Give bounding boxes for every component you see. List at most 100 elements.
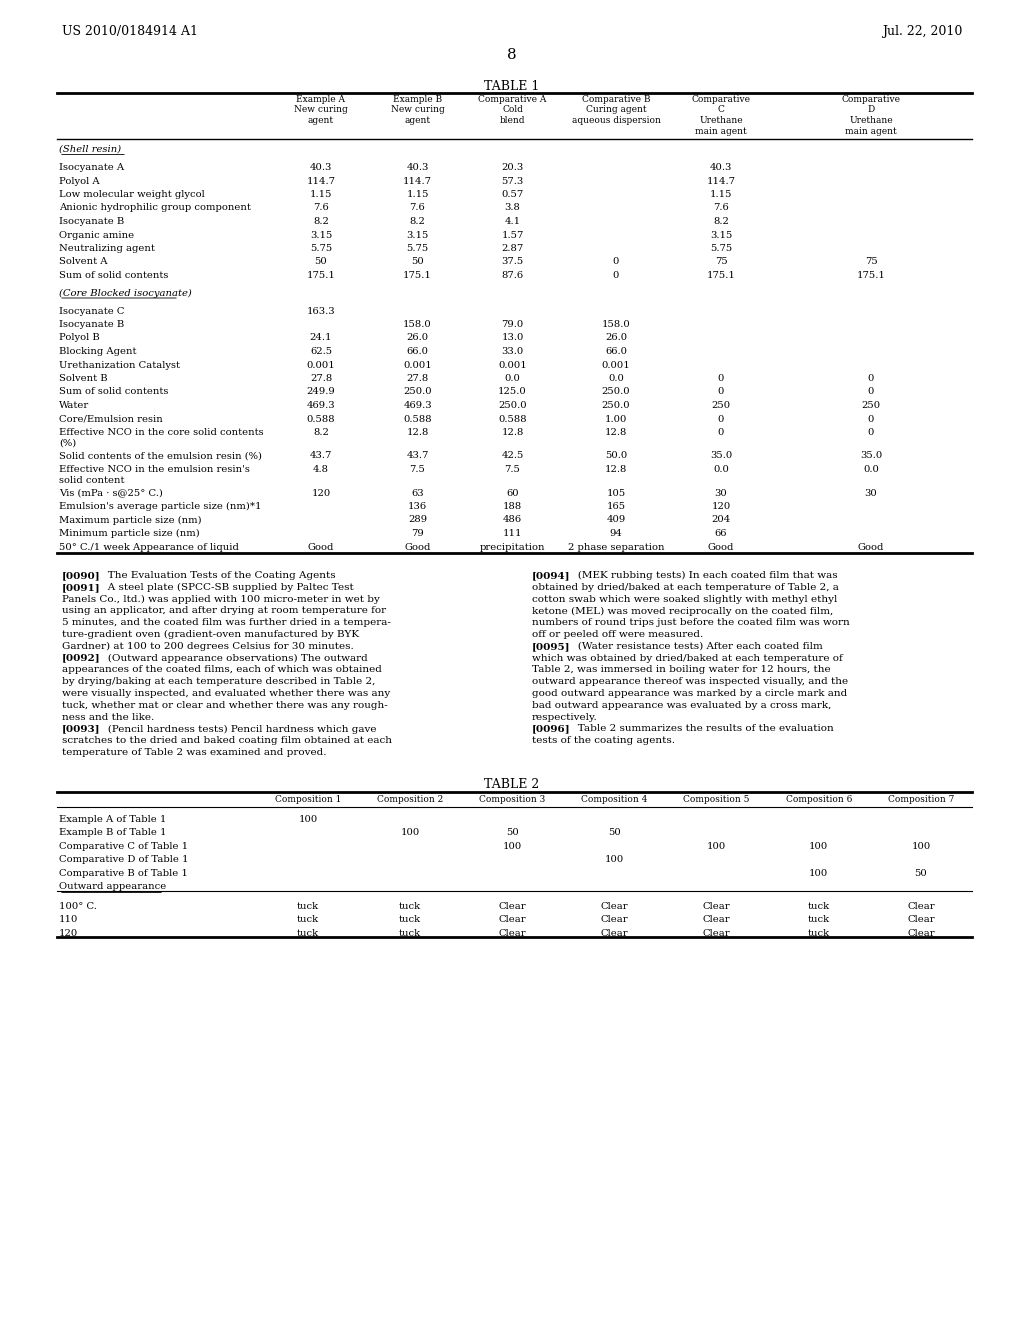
Text: Urethanization Catalyst: Urethanization Catalyst xyxy=(59,360,180,370)
Text: 35.0: 35.0 xyxy=(710,451,732,461)
Text: 43.7: 43.7 xyxy=(310,451,332,461)
Text: Isocyanate A: Isocyanate A xyxy=(59,162,124,172)
Text: Good: Good xyxy=(708,543,734,552)
Text: 1.15: 1.15 xyxy=(407,190,429,199)
Text: 409: 409 xyxy=(606,516,626,524)
Text: D: D xyxy=(867,106,874,115)
Text: 12.8: 12.8 xyxy=(502,428,523,437)
Text: Curing agent: Curing agent xyxy=(586,106,646,115)
Text: 100: 100 xyxy=(605,855,624,865)
Text: 50: 50 xyxy=(608,829,621,837)
Text: 7.6: 7.6 xyxy=(410,203,425,213)
Text: 100: 100 xyxy=(503,842,522,851)
Text: 175.1: 175.1 xyxy=(856,271,886,280)
Text: precipitation: precipitation xyxy=(480,543,545,552)
Text: 50.0: 50.0 xyxy=(605,451,627,461)
Text: 87.6: 87.6 xyxy=(502,271,523,280)
Text: Jul. 22, 2010: Jul. 22, 2010 xyxy=(882,25,962,38)
Text: Effective NCO in the core solid contents: Effective NCO in the core solid contents xyxy=(59,428,263,437)
Text: Effective NCO in the emulsion resin's: Effective NCO in the emulsion resin's xyxy=(59,465,250,474)
Text: 4.8: 4.8 xyxy=(313,465,329,474)
Text: 63: 63 xyxy=(412,488,424,498)
Text: Comparative: Comparative xyxy=(691,95,751,104)
Text: 66.0: 66.0 xyxy=(605,347,627,356)
Text: good outward appearance was marked by a circle mark and: good outward appearance was marked by a … xyxy=(532,689,847,698)
Text: Minimum particle size (nm): Minimum particle size (nm) xyxy=(59,529,200,539)
Text: 100: 100 xyxy=(707,842,726,851)
Text: agent: agent xyxy=(404,116,430,125)
Text: 469.3: 469.3 xyxy=(306,401,335,411)
Text: appearances of the coated films, each of which was obtained: appearances of the coated films, each of… xyxy=(62,665,382,675)
Text: (Pencil hardness tests) Pencil hardness which gave: (Pencil hardness tests) Pencil hardness … xyxy=(98,725,377,734)
Text: 2.87: 2.87 xyxy=(502,244,523,253)
Text: 163.3: 163.3 xyxy=(306,306,335,315)
Text: New curing: New curing xyxy=(294,106,348,115)
Text: 0: 0 xyxy=(867,428,874,437)
Text: The Evaluation Tests of the Coating Agents: The Evaluation Tests of the Coating Agen… xyxy=(98,572,336,579)
Text: Panels Co., ltd.) was applied with 100 micro-meter in wet by: Panels Co., ltd.) was applied with 100 m… xyxy=(62,594,380,603)
Text: 0.001: 0.001 xyxy=(403,360,432,370)
Text: 12.8: 12.8 xyxy=(605,428,627,437)
Text: Urethane: Urethane xyxy=(699,116,742,125)
Text: Clear: Clear xyxy=(601,902,629,911)
Text: Outward appearance: Outward appearance xyxy=(59,882,166,891)
Text: outward appearance thereof was inspected visually, and the: outward appearance thereof was inspected… xyxy=(532,677,848,686)
Text: Solid contents of the emulsion resin (%): Solid contents of the emulsion resin (%) xyxy=(59,451,262,461)
Text: 50: 50 xyxy=(506,829,519,837)
Text: 4.1: 4.1 xyxy=(505,216,520,226)
Text: Neutralizing agent: Neutralizing agent xyxy=(59,244,155,253)
Text: 24.1: 24.1 xyxy=(309,334,332,342)
Text: Clear: Clear xyxy=(702,902,730,911)
Text: tuck: tuck xyxy=(297,915,319,924)
Text: 40.3: 40.3 xyxy=(310,162,332,172)
Text: Composition 6: Composition 6 xyxy=(785,795,852,804)
Text: 0.001: 0.001 xyxy=(602,360,631,370)
Text: 60: 60 xyxy=(506,488,519,498)
Text: Maximum particle size (nm): Maximum particle size (nm) xyxy=(59,516,202,524)
Text: tuck: tuck xyxy=(808,902,829,911)
Text: using an applicator, and after drying at room temperature for: using an applicator, and after drying at… xyxy=(62,606,386,615)
Text: C: C xyxy=(718,106,724,115)
Text: 35.0: 35.0 xyxy=(860,451,882,461)
Text: 26.0: 26.0 xyxy=(407,334,429,342)
Text: (Shell resin): (Shell resin) xyxy=(59,145,121,154)
Text: 43.7: 43.7 xyxy=(407,451,429,461)
Text: 30: 30 xyxy=(864,488,878,498)
Text: tuck: tuck xyxy=(808,929,829,937)
Text: Blocking Agent: Blocking Agent xyxy=(59,347,136,356)
Text: 188: 188 xyxy=(503,502,522,511)
Text: 250.0: 250.0 xyxy=(403,388,432,396)
Text: 105: 105 xyxy=(606,488,626,498)
Text: 289: 289 xyxy=(408,516,427,524)
Text: Vis (mPa · s@25° C.): Vis (mPa · s@25° C.) xyxy=(59,488,163,498)
Text: solid content: solid content xyxy=(59,477,125,484)
Text: Low molecular weight glycol: Low molecular weight glycol xyxy=(59,190,205,199)
Text: Emulsion's average particle size (nm)*1: Emulsion's average particle size (nm)*1 xyxy=(59,502,261,511)
Text: 1.15: 1.15 xyxy=(710,190,732,199)
Text: 30: 30 xyxy=(715,488,727,498)
Text: 120: 120 xyxy=(311,488,331,498)
Text: Comparative: Comparative xyxy=(842,95,900,104)
Text: 0: 0 xyxy=(867,388,874,396)
Text: 8.2: 8.2 xyxy=(713,216,729,226)
Text: 486: 486 xyxy=(503,516,522,524)
Text: main agent: main agent xyxy=(695,127,746,136)
Text: Composition 5: Composition 5 xyxy=(683,795,750,804)
Text: scratches to the dried and baked coating film obtained at each: scratches to the dried and baked coating… xyxy=(62,737,392,746)
Text: 0: 0 xyxy=(867,414,874,424)
Text: 175.1: 175.1 xyxy=(403,271,432,280)
Text: [0095]: [0095] xyxy=(532,642,570,651)
Text: Isocyanate B: Isocyanate B xyxy=(59,216,124,226)
Text: Composition 2: Composition 2 xyxy=(377,795,443,804)
Text: Good: Good xyxy=(308,543,334,552)
Text: 175.1: 175.1 xyxy=(306,271,336,280)
Text: 7.6: 7.6 xyxy=(713,203,729,213)
Text: 3.15: 3.15 xyxy=(310,231,332,239)
Text: 100: 100 xyxy=(400,829,420,837)
Text: Clear: Clear xyxy=(499,929,526,937)
Text: 12.8: 12.8 xyxy=(605,465,627,474)
Text: numbers of round trips just before the coated film was worn: numbers of round trips just before the c… xyxy=(532,618,850,627)
Text: Clear: Clear xyxy=(601,915,629,924)
Text: 5.75: 5.75 xyxy=(710,244,732,253)
Text: 33.0: 33.0 xyxy=(502,347,523,356)
